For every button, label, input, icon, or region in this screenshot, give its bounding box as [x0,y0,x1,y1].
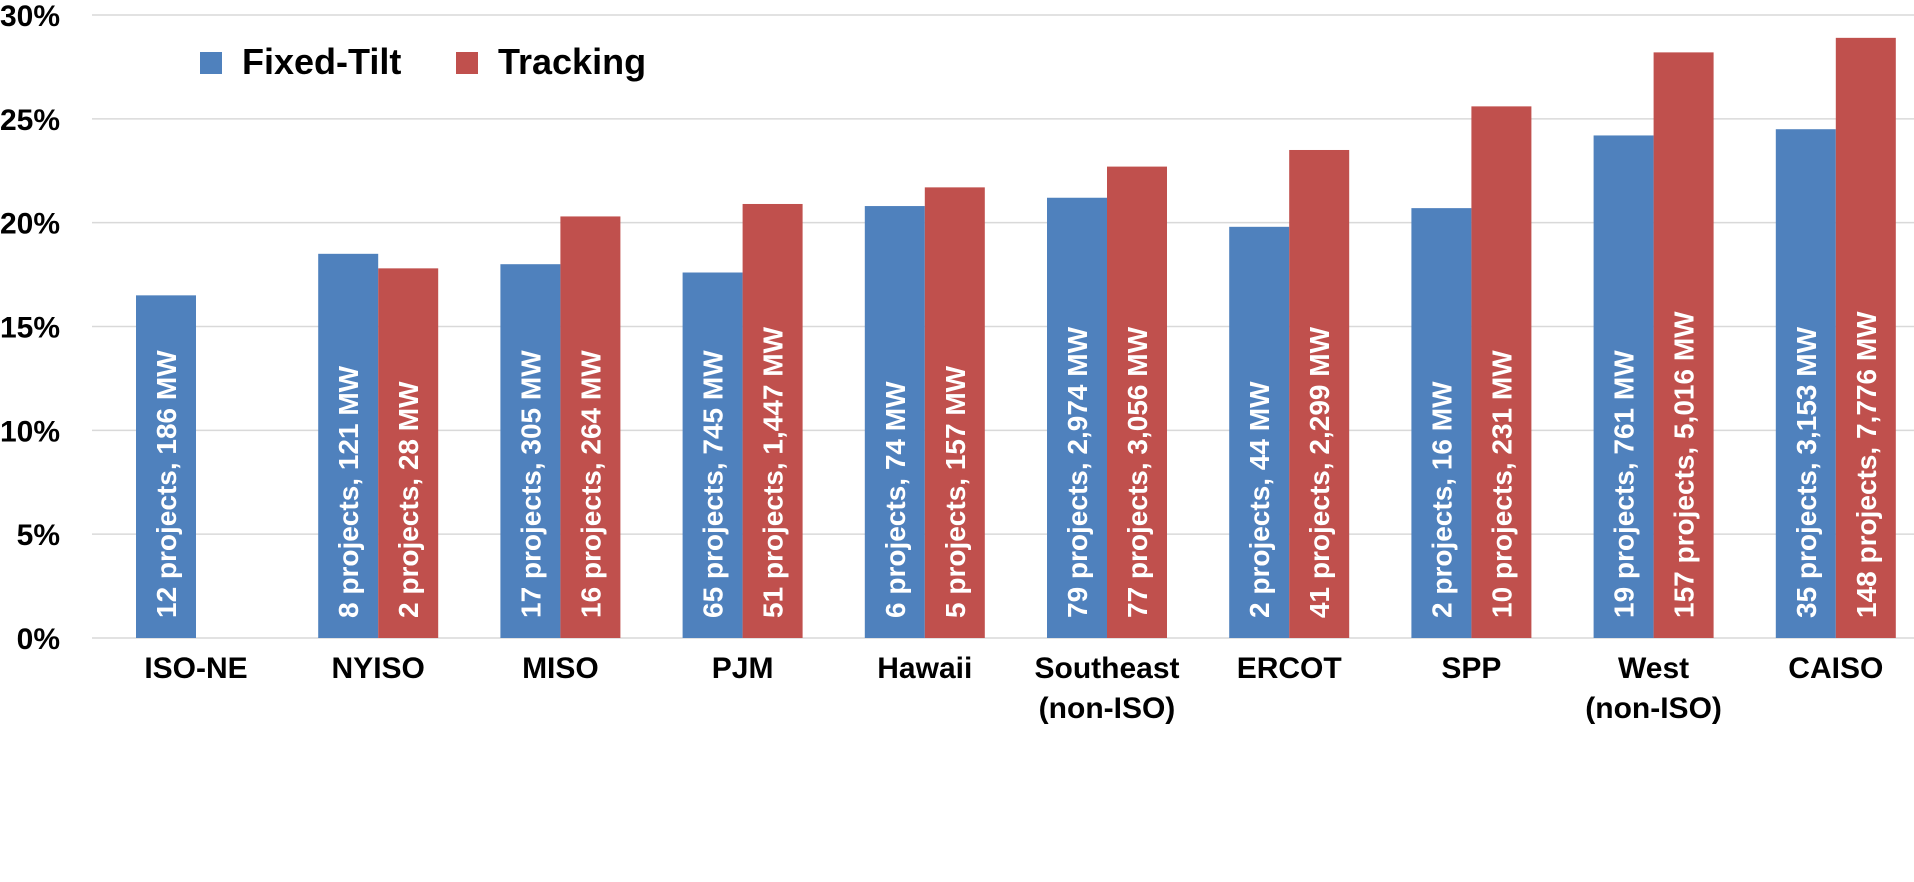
bar-tracking-2 [560,216,621,639]
legend-label: Tracking [498,41,646,82]
legend-swatch-tracking [456,52,478,74]
x-category-label-line: ERCOT [1237,652,1342,685]
bar-data-label: 2 projects, 16 MW [1426,381,1457,618]
x-category-label: ERCOT [1237,652,1342,685]
bar-tracking-6 [1289,149,1350,638]
bar-tracking-1 [378,268,439,638]
legend: Fixed-Tilt Tracking [200,41,646,82]
bar-data-label: 157 projects, 5,016 MW [1669,311,1700,618]
x-category-label-line: (non-ISO) [1585,692,1722,725]
bar-fixed-tilt-6 [1229,226,1290,638]
bar-data-label: 16 projects, 264 MW [575,350,606,618]
x-category-label: ISO-NE [144,652,247,685]
x-category-label: CAISO [1788,652,1883,685]
x-category-label-line: NYISO [332,652,425,685]
bar-data-label: 12 projects, 186 MW [151,350,182,618]
bar-data-label: 17 projects, 305 MW [515,350,546,618]
x-category-label: NYISO [332,652,425,685]
bar-fixed-tilt-7 [1411,208,1472,638]
bar-data-label: 8 projects, 121 MW [333,365,364,618]
x-category-label-line: PJM [712,652,774,685]
legend-swatch-fixed-tilt [200,52,222,74]
y-tick-label: 10% [0,415,60,448]
y-tick-label: 25% [0,104,60,137]
y-tick-label: 20% [0,208,60,241]
x-category-label-line: CAISO [1788,652,1883,685]
x-category-label-line: MISO [522,652,599,685]
x-category-label-line: West [1618,652,1689,685]
bar-fixed-tilt-0 [136,295,196,638]
bar-fixed-tilt-5 [1047,197,1107,638]
bar-tracking-3 [742,203,803,638]
x-category-label: West (non-ISO) [1585,652,1722,725]
bar-data-label: 77 projects, 3,056 MW [1122,326,1153,618]
bar-data-label: 6 projects, 74 MW [880,381,911,618]
legend-label: Fixed-Tilt [242,41,401,82]
bar-fixed-tilt-8 [1593,135,1654,639]
bar-fixed-tilt-1 [318,253,379,639]
bar-data-label: 51 projects, 1,447 MW [758,326,789,618]
bar-data-label: 79 projects, 2,974 MW [1062,326,1093,618]
bar-data-label: 10 projects, 231 MW [1486,350,1517,618]
x-axis-category-labels: ISO-NE NYISO MISO PJM Hawaii Southeast (non-IS… [144,652,1883,725]
bar-tracking-5 [1107,166,1167,638]
x-category-label-line: Southeast [1034,652,1179,685]
y-tick-label: 15% [0,312,60,345]
y-tick-label: 0% [17,623,60,656]
x-category-label: MISO [522,652,599,685]
bar-data-labels: 12 projects, 186 MW 8 projects, 121 MW 2 p… [151,311,1882,618]
x-category-label: SPP [1441,652,1501,685]
bars [136,37,1896,639]
bar-fixed-tilt-3 [682,272,743,638]
bar-data-label: 35 projects, 3,153 MW [1791,326,1822,618]
x-category-label-line: Hawaii [877,652,972,685]
bar-tracking-8 [1653,52,1714,638]
bar-data-label: 19 projects, 761 MW [1609,350,1640,618]
bar-tracking-4 [924,187,985,638]
x-category-label: Hawaii [877,652,972,685]
bar-fixed-tilt-4 [864,206,925,638]
bar-data-label: 5 projects, 157 MW [940,365,971,618]
bar-data-label: 2 projects, 28 MW [393,381,424,618]
y-tick-label: 5% [17,519,60,552]
bar-data-label: 41 projects, 2,299 MW [1304,326,1335,618]
bar-data-label: 2 projects, 44 MW [1244,381,1275,618]
x-category-label-line: ISO-NE [144,652,247,685]
x-category-label: PJM [712,652,774,685]
x-category-label-line: SPP [1441,652,1501,685]
x-category-label: Southeast (non-ISO) [1034,652,1179,725]
y-tick-label: 30% [0,0,60,33]
bar-fixed-tilt-2 [500,264,561,638]
bar-tracking-7 [1471,106,1532,638]
y-axis-tick-labels: 0% 5% 10% 15% 20% 25% 30% [0,0,60,656]
bar-fixed-tilt-9 [1775,129,1836,638]
x-category-label-line: (non-ISO) [1039,692,1176,725]
bar-data-label: 65 projects, 745 MW [698,350,729,618]
bar-data-label: 148 projects, 7,776 MW [1851,311,1882,618]
bar-tracking-9 [1835,37,1896,639]
